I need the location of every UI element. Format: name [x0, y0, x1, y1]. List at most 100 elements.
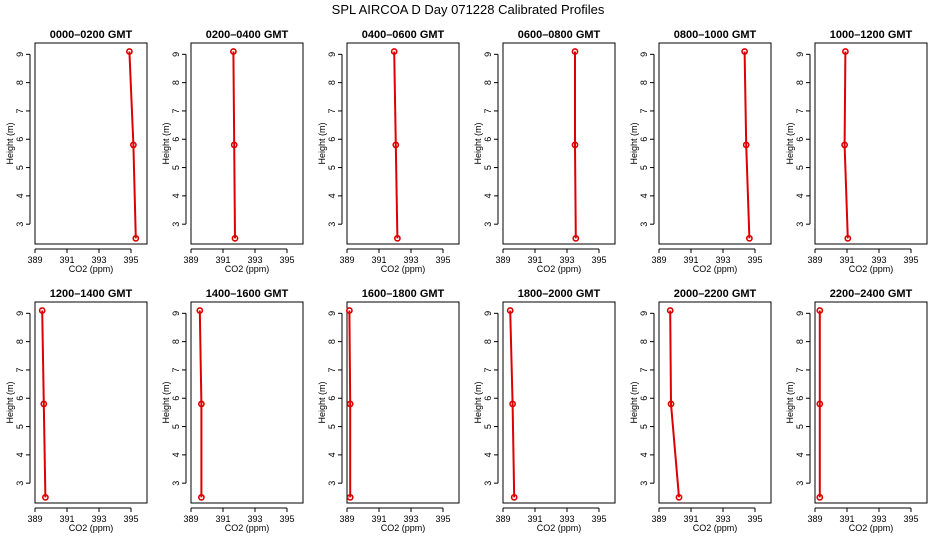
x-tick-label: 393	[91, 255, 106, 265]
data-point	[844, 234, 852, 242]
data-point	[40, 400, 48, 408]
data-point	[346, 400, 354, 408]
data-point	[393, 234, 401, 242]
data-point	[816, 307, 824, 314]
y-tick-label: 8	[483, 80, 493, 85]
x-tick-label: 391	[527, 255, 542, 265]
data-point	[816, 493, 824, 501]
x-tick-label: 395	[747, 514, 762, 524]
y-tick-label: 7	[639, 108, 649, 113]
x-tick-label: 393	[403, 514, 418, 524]
y-tick-label: 3	[639, 222, 649, 227]
plot-frame	[346, 301, 460, 504]
panel-title: 1200–1400 GMT	[50, 288, 133, 300]
y-tick-label: 4	[483, 193, 493, 198]
y-tick-label: 5	[15, 165, 25, 170]
x-tick-label: 393	[559, 255, 574, 265]
y-tick-label: 5	[327, 165, 337, 170]
y-tick-label: 7	[795, 108, 805, 113]
y-tick-label: 7	[327, 108, 337, 113]
x-tick-label: 395	[903, 255, 918, 265]
x-tick-label: 393	[715, 255, 730, 265]
figure-title: SPL AIRCOA D Day 071228 Calibrated Profi…	[332, 2, 605, 17]
data-point	[666, 307, 674, 314]
y-axis-label: Height (m)	[161, 122, 171, 164]
y-tick-label: 5	[483, 165, 493, 170]
x-axis-label: CO2 (ppm)	[69, 523, 114, 533]
y-tick-label: 4	[483, 452, 493, 457]
data-point	[231, 234, 239, 242]
y-tick-label: 5	[795, 424, 805, 429]
data-point	[229, 48, 237, 55]
y-tick-label: 9	[327, 311, 337, 316]
x-tick-label: 389	[27, 514, 42, 524]
profile-line	[232, 51, 236, 239]
x-axis-label: CO2 (ppm)	[849, 523, 894, 533]
y-tick-label: 9	[639, 311, 649, 316]
panel-title: 0800–1000 GMT	[674, 29, 757, 41]
plot-frame	[502, 42, 616, 245]
profile-line	[509, 310, 516, 498]
panel-title: 2200–2400 GMT	[830, 288, 913, 300]
y-tick-label: 4	[327, 452, 337, 457]
y-tick-label: 8	[15, 80, 25, 85]
x-axis-label: CO2 (ppm)	[225, 523, 270, 533]
y-axis-label: Height (m)	[317, 122, 327, 164]
x-axis-label: CO2 (ppm)	[537, 264, 582, 274]
y-axis-label: Height (m)	[785, 122, 795, 164]
x-tick-label: 389	[651, 514, 666, 524]
panel-title: 1600–1800 GMT	[362, 288, 445, 300]
data-point	[572, 234, 580, 242]
data-point	[38, 307, 46, 314]
data-point	[132, 234, 140, 242]
panel-title: 1400–1600 GMT	[206, 288, 289, 300]
y-tick-label: 4	[15, 452, 25, 457]
y-axis-label: Height (m)	[473, 381, 483, 423]
y-tick-label: 3	[639, 481, 649, 486]
y-tick-label: 5	[795, 165, 805, 170]
y-tick-label: 6	[15, 137, 25, 142]
y-tick-label: 9	[171, 311, 181, 316]
x-tick-label: 389	[183, 514, 198, 524]
y-tick-label: 6	[327, 137, 337, 142]
x-tick-label: 391	[59, 255, 74, 265]
profile-line	[128, 51, 137, 239]
x-tick-label: 393	[871, 514, 886, 524]
plot-frame	[34, 42, 148, 245]
y-tick-label: 7	[483, 108, 493, 113]
profile-line	[393, 51, 399, 239]
x-tick-label: 389	[339, 255, 354, 265]
y-tick-label: 3	[171, 481, 181, 486]
y-tick-label: 4	[639, 193, 649, 198]
x-axis-label: CO2 (ppm)	[69, 264, 114, 274]
plot-frame	[34, 301, 148, 504]
profile-line	[843, 51, 849, 239]
x-axis-label: CO2 (ppm)	[693, 264, 738, 274]
y-axis-label: Height (m)	[629, 122, 639, 164]
x-tick-label: 395	[747, 255, 762, 265]
data-point	[841, 141, 848, 149]
data-point	[842, 48, 849, 55]
data-point	[42, 493, 49, 501]
plot-frame	[658, 301, 772, 504]
x-tick-label: 391	[683, 255, 698, 265]
x-tick-label: 391	[839, 514, 854, 524]
x-tick-label: 389	[27, 255, 42, 265]
x-tick-label: 391	[527, 514, 542, 524]
y-tick-label: 6	[327, 396, 337, 401]
data-point	[746, 234, 753, 242]
x-tick-label: 393	[247, 514, 262, 524]
plot-frame	[190, 301, 304, 504]
panel-6: 1000–1200 GMT 389 391 393 395 CO2 (ppm) 3 4 5 6 7 8…	[785, 29, 928, 274]
data-point	[390, 48, 398, 55]
y-tick-label: 5	[483, 424, 493, 429]
data-point	[197, 493, 205, 501]
data-point	[509, 400, 516, 408]
data-point	[125, 48, 133, 55]
plot-frame	[814, 42, 928, 245]
y-tick-label: 5	[15, 424, 25, 429]
data-point	[571, 141, 579, 149]
y-tick-label: 8	[483, 339, 493, 344]
y-tick-label: 5	[171, 165, 181, 170]
y-tick-label: 6	[483, 137, 493, 142]
